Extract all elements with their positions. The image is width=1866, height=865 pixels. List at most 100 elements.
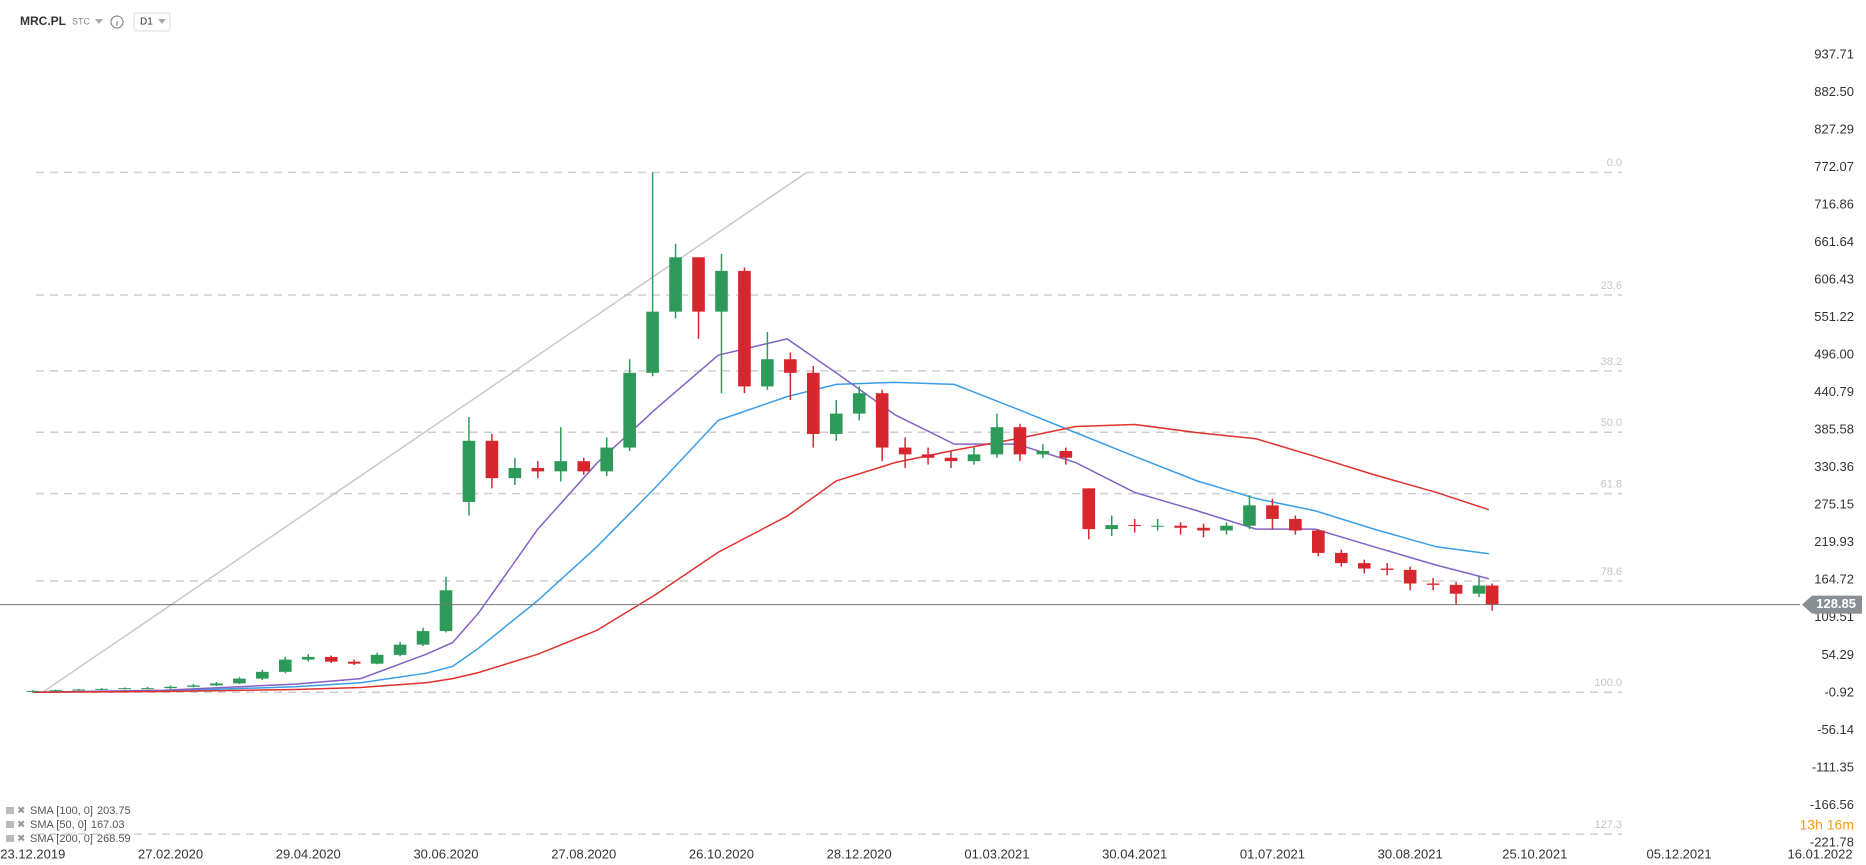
candle-body (278, 659, 292, 672)
x-tick-label: 16.01.2022 (1788, 846, 1853, 861)
legend-icon (6, 835, 14, 842)
candle-body (623, 372, 636, 448)
candle-body (1426, 583, 1440, 585)
trendline (42, 171, 808, 693)
candle-body (669, 257, 682, 312)
sma-line (32, 338, 1490, 693)
candle-body (784, 359, 797, 373)
candle-body (1220, 525, 1233, 531)
candle-body (49, 690, 63, 692)
fib-label: 78.6 (1601, 566, 1622, 578)
candle-body (416, 631, 430, 645)
countdown: 13h 16m (1800, 817, 1854, 833)
symbol[interactable]: MRC.PL (20, 14, 66, 28)
market-dropdown[interactable] (95, 19, 103, 24)
y-tick-label: -0.92 (1824, 684, 1854, 699)
candle-body (1289, 518, 1302, 531)
x-tick-label: 23.12.2019 (0, 846, 65, 861)
legend-icon (6, 821, 14, 828)
candle-body (600, 447, 614, 472)
interval-dropdown[interactable] (158, 19, 166, 24)
candle-body (898, 447, 912, 455)
fib-label: 50.0 (1601, 417, 1622, 429)
x-tick-label: 26.10.2020 (689, 846, 754, 861)
candle-body (1243, 505, 1256, 526)
candle-body (233, 678, 246, 684)
x-tick-label: 29.04.2020 (276, 846, 341, 861)
y-tick-label: 661.64 (1814, 234, 1854, 249)
info-icon[interactable] (110, 15, 124, 29)
fib-label: 61.8 (1601, 479, 1622, 491)
fib-label: 23.6 (1601, 280, 1622, 292)
legend-entry: SMA [50, 0] 167.03 (30, 819, 125, 831)
y-tick-label: 772.07 (1814, 159, 1854, 174)
candle-body (761, 359, 774, 387)
legend-close: ✖ (17, 834, 25, 845)
y-tick-label: 827.29 (1814, 121, 1854, 136)
fib-label: 0.0 (1607, 157, 1622, 169)
fib-label: 100.0 (1594, 677, 1622, 689)
candle-body (1449, 584, 1463, 594)
candle-body (875, 393, 889, 448)
candle-body (554, 461, 568, 472)
candle-body (1485, 585, 1499, 605)
legend-name: SMA [200, 0] (30, 833, 93, 845)
candle-body (95, 688, 108, 690)
y-tick-label: -221.78 (1810, 834, 1854, 849)
candle-body (393, 644, 407, 655)
legend-name: SMA [100, 0] (30, 805, 93, 817)
y-tick-label: 496.00 (1814, 347, 1854, 362)
last-price-tag (1802, 595, 1862, 614)
candle-body (1059, 450, 1073, 458)
candle-body (324, 656, 338, 662)
candle-body (1105, 525, 1119, 530)
candle-body (210, 683, 223, 686)
candle-body (508, 467, 522, 479)
interval[interactable]: D1 (140, 17, 153, 28)
legend-close: ✖ (17, 820, 25, 831)
y-tick-label: -111.35 (1812, 759, 1854, 774)
candle-body (715, 270, 728, 312)
candle-body (370, 654, 384, 664)
legend-value: 203.75 (97, 805, 131, 817)
y-tick-label: 275.15 (1814, 497, 1854, 512)
y-tick-label: 385.58 (1814, 422, 1854, 437)
x-tick-label: 25.10.2021 (1502, 846, 1567, 861)
y-tick-label: 716.86 (1814, 196, 1854, 211)
candle-body (1128, 525, 1141, 527)
x-tick-label: 28.12.2020 (827, 846, 892, 861)
candle-body (1197, 527, 1210, 531)
candle-body (118, 688, 131, 690)
legend-icon (6, 807, 14, 814)
candle-body (1082, 488, 1096, 530)
candle-body (1380, 568, 1394, 570)
y-tick-label: 219.93 (1814, 534, 1854, 549)
y-tick-label: 551.22 (1814, 309, 1854, 324)
legend-entry: SMA [200, 0] 268.59 (30, 833, 131, 845)
sma-line (32, 423, 1490, 693)
legend-value: 268.59 (97, 833, 131, 845)
y-tick-label: 606.43 (1814, 272, 1854, 287)
y-tick-label: 937.71 (1814, 46, 1854, 61)
candle-body (1013, 427, 1027, 455)
candle-body (347, 661, 361, 664)
y-tick-label: 330.36 (1814, 459, 1854, 474)
x-tick-label: 05.12.2021 (1647, 846, 1712, 861)
candle-body (990, 427, 1004, 455)
y-tick-label: 440.79 (1814, 384, 1854, 399)
candle-body (164, 686, 177, 689)
candle-body (646, 311, 659, 373)
candle-body (829, 413, 843, 434)
x-tick-label: 27.08.2020 (551, 846, 616, 861)
market[interactable]: STC (72, 16, 91, 26)
candle-body (301, 656, 315, 660)
candle-body (967, 454, 981, 462)
candle-body (531, 467, 545, 472)
x-tick-label: 27.02.2020 (138, 846, 203, 861)
candle-body (1151, 525, 1164, 527)
candle-body (1312, 530, 1325, 553)
candle-body (577, 461, 591, 472)
interval-select[interactable] (133, 12, 171, 32)
